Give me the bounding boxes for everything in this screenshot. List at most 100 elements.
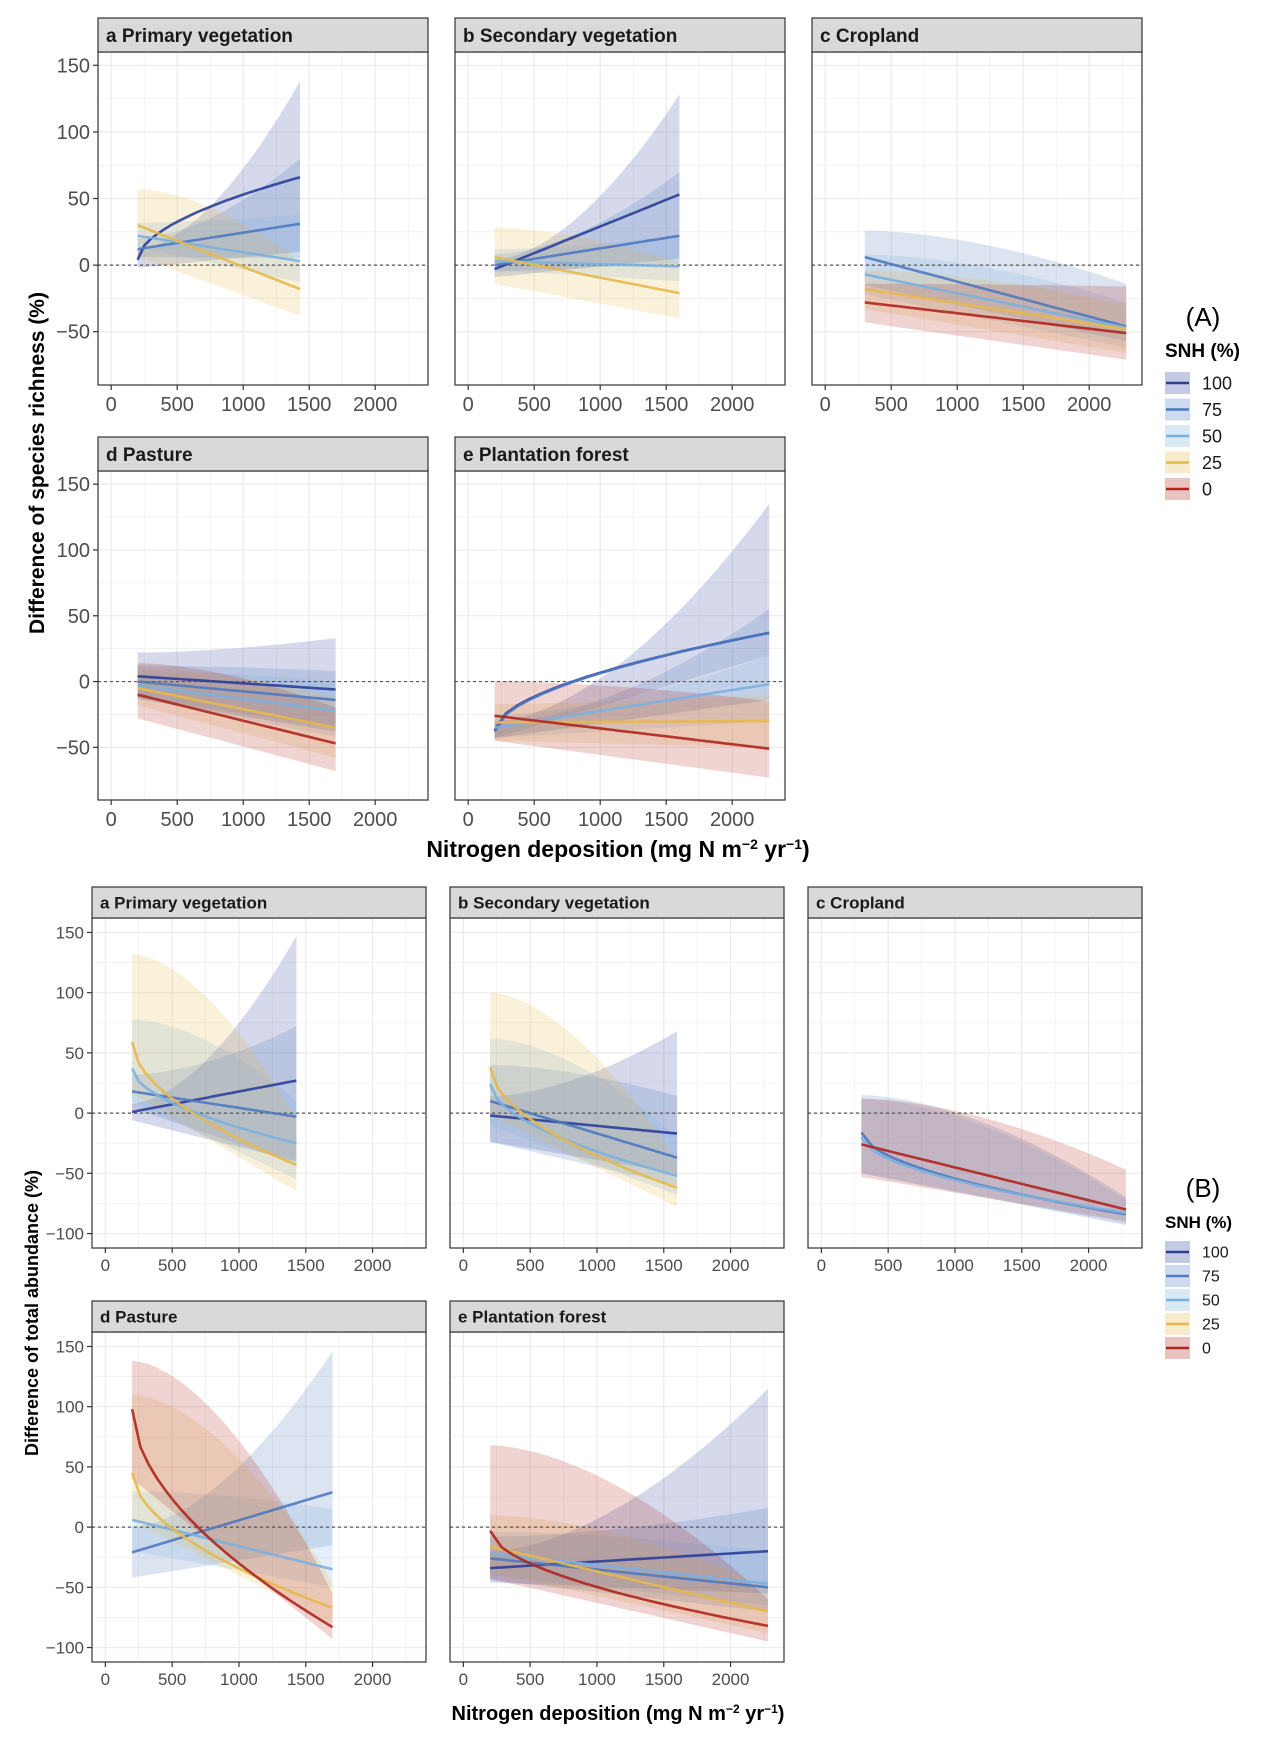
panel-strip (807, 886, 1143, 919)
panel-title: a Primary vegetation (106, 26, 293, 47)
richness-y-axis-title: Difference of species richness (%) (26, 292, 49, 634)
richness-panel-c-cropland: c Cropland 0 500 1000 1500 2000 (811, 17, 1143, 416)
line-snh-100 (136, 175, 301, 261)
y-tick-label: 100 (56, 984, 84, 1003)
line-snh-75 (489, 1099, 678, 1159)
richness-legend: SNH (%) 100 75 50 25 0 (1165, 341, 1240, 500)
y-tick-label: 100 (57, 540, 90, 562)
x-tick-label: 500 (516, 1256, 544, 1275)
line-snh-100 (494, 193, 680, 271)
richness-figure-tag: (A) (1186, 302, 1221, 332)
fitted-lines (130, 1408, 334, 1629)
x-tick-label: 500 (518, 394, 551, 416)
band-snh-0 (494, 681, 770, 778)
band-snh-50 (132, 1019, 297, 1180)
y-tick-label: −100 (46, 1224, 84, 1243)
x-tick-labels: 0 500 1000 1500 2000 (459, 1662, 749, 1689)
gridlines (92, 918, 426, 1248)
abundance-legend-title: SNH (%) (1165, 1213, 1232, 1232)
line-snh-75 (493, 631, 770, 733)
x-tick-label: 0 (463, 809, 474, 831)
band-snh-100 (494, 94, 680, 278)
legend-label: 25 (1202, 1317, 1220, 1334)
line-snh-50 (137, 234, 301, 263)
richness-legend-title: SNH (%) (1165, 341, 1240, 362)
x-tick-label: 1500 (644, 809, 689, 831)
band-snh-50 (490, 1038, 678, 1195)
y-tick-label: −50 (55, 1578, 84, 1597)
line-snh-25 (130, 1041, 297, 1167)
line-snh-50 (860, 1136, 1127, 1215)
legend-item-snh-0: 0 (1165, 478, 1212, 500)
line-snh-0 (861, 1143, 1127, 1211)
panel-title: b Secondary vegetation (463, 26, 677, 47)
gridlines (98, 52, 428, 385)
band-snh-25 (864, 270, 1127, 353)
x-tick-label: 500 (516, 1670, 544, 1689)
x-tick-label: 500 (875, 394, 908, 416)
x-tick-label: 1500 (287, 1256, 325, 1275)
panel-title: e Plantation forest (463, 445, 629, 466)
panel-background (98, 52, 428, 385)
line-snh-0 (130, 1408, 334, 1629)
panel-title: d Pasture (106, 445, 193, 466)
x-tick-label: 500 (874, 1256, 902, 1275)
x-tick-label: 500 (161, 394, 194, 416)
y-tick-label: 150 (57, 474, 90, 496)
x-tick-label: 0 (459, 1256, 468, 1275)
band-snh-50 (132, 1491, 333, 1588)
x-tick-label: 2000 (353, 394, 398, 416)
panel-title: a Primary vegetation (100, 894, 267, 913)
legend-label: 100 (1202, 373, 1232, 393)
band-snh-0 (132, 1360, 333, 1640)
line-snh-0 (864, 301, 1127, 335)
y-tick-labels: −50 0 50 100 150 (56, 55, 98, 344)
x-tick-label: 2000 (710, 394, 755, 416)
band-snh-75 (137, 158, 300, 259)
x-tick-label: 2000 (710, 809, 755, 831)
fitted-lines (488, 1066, 678, 1190)
x-tick-label: 1000 (221, 809, 266, 831)
fitted-lines (489, 1529, 769, 1628)
band-snh-0 (137, 663, 336, 771)
richness-section: a Primary vegetation 0 500 1000 1500 2000 −500… (56, 17, 1143, 831)
x-tick-label: 2000 (1070, 1256, 1108, 1275)
x-tick-label: 1500 (644, 394, 689, 416)
legend-label: 0 (1202, 479, 1212, 499)
y-tick-labels: −100 −50 0 50 100 150 (46, 1337, 92, 1657)
abundance-panel-e-plantation-forest: e Plantation forest 0 500 1000 1500 2000 (449, 1300, 785, 1689)
panel-title: d Pasture (100, 1308, 177, 1327)
x-tick-label: 1500 (287, 1670, 325, 1689)
y-tick-label: 50 (68, 189, 90, 211)
y-tick-label: 150 (56, 1337, 84, 1356)
x-tick-label: 0 (101, 1670, 110, 1689)
gridlines (450, 918, 784, 1248)
x-tick-label: 1500 (645, 1256, 683, 1275)
band-snh-100 (137, 81, 300, 268)
x-tick-label: 0 (459, 1670, 468, 1689)
panel-title: c Cropland (820, 26, 919, 47)
y-tick-label: 50 (65, 1458, 84, 1477)
line-snh-0 (137, 693, 336, 745)
x-tick-labels: 0 500 1000 1500 2000 (817, 1248, 1108, 1275)
x-tick-label: 1000 (578, 1256, 616, 1275)
legend-item-snh-50: 50 (1165, 1289, 1220, 1311)
legend-item-snh-100: 100 (1165, 1241, 1229, 1263)
fitted-lines (130, 1041, 297, 1167)
legend-item-snh-50: 50 (1165, 425, 1222, 447)
line-snh-25 (137, 686, 336, 729)
line-snh-50 (489, 1552, 769, 1585)
legend-item-snh-75: 75 (1165, 398, 1222, 421)
x-tick-label: 1500 (645, 1670, 683, 1689)
abundance-panel-c-cropland: c Cropland 0 500 1000 1500 2000 (807, 886, 1143, 1275)
x-tick-label: 1500 (287, 394, 332, 416)
x-tick-label: 1500 (1001, 394, 1046, 416)
line-snh-25 (130, 1472, 333, 1610)
line-snh-75 (137, 680, 336, 702)
fitted-lines (137, 675, 336, 745)
line-snh-100 (137, 675, 336, 691)
x-tick-label: 1500 (1003, 1256, 1041, 1275)
band-snh-75 (132, 1351, 333, 1578)
